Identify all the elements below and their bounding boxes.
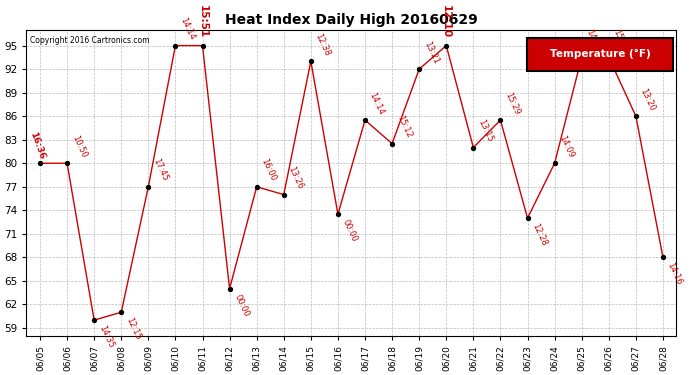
Point	[143, 184, 154, 190]
Point	[333, 211, 344, 217]
Point	[631, 113, 642, 119]
Point	[522, 215, 533, 221]
Point	[414, 66, 425, 72]
Point	[278, 192, 289, 198]
Text: 12:28: 12:28	[530, 222, 549, 248]
Text: 00:00: 00:00	[233, 292, 250, 318]
Text: 15:46: 15:46	[611, 28, 630, 53]
Point	[576, 54, 587, 60]
Point	[88, 317, 99, 323]
Text: 16:36: 16:36	[28, 131, 46, 161]
FancyBboxPatch shape	[527, 38, 673, 71]
Point	[359, 117, 371, 123]
Point	[170, 43, 181, 49]
Text: 13:20: 13:20	[638, 87, 657, 112]
Text: 14:09: 14:09	[558, 134, 575, 159]
Point	[197, 43, 208, 49]
Text: 14:14: 14:14	[178, 16, 197, 42]
Title: Heat Index Daily High 20160629: Heat Index Daily High 20160629	[225, 13, 478, 27]
Text: 12:10: 12:10	[442, 4, 451, 38]
Text: 00:00: 00:00	[341, 218, 359, 243]
Point	[116, 309, 127, 315]
Point	[441, 43, 452, 49]
Text: 14:35: 14:35	[97, 324, 115, 350]
Text: 14:14: 14:14	[368, 91, 386, 116]
Point	[495, 117, 506, 123]
Text: 14:16: 14:16	[666, 261, 684, 287]
Text: 13:26: 13:26	[286, 165, 305, 191]
Text: 10:50: 10:50	[70, 134, 88, 159]
Text: 15:29: 15:29	[503, 91, 522, 116]
Point	[34, 160, 46, 166]
Text: 17:45: 17:45	[151, 158, 169, 183]
Text: 14:08: 14:08	[584, 28, 602, 53]
Text: 16:00: 16:00	[259, 158, 277, 183]
Point	[549, 160, 560, 166]
Text: 13:21: 13:21	[422, 40, 440, 65]
Point	[224, 286, 235, 292]
Text: Copyright 2016 Cartronics.com: Copyright 2016 Cartronics.com	[30, 36, 149, 45]
Point	[603, 54, 614, 60]
Text: Temperature (°F): Temperature (°F)	[550, 50, 651, 59]
Text: 12:15: 12:15	[124, 316, 142, 342]
Text: 12:38: 12:38	[313, 32, 332, 57]
Point	[251, 184, 262, 190]
Text: 13:15: 13:15	[476, 118, 494, 144]
Point	[468, 144, 479, 150]
Point	[386, 141, 397, 147]
Text: 15:51: 15:51	[197, 4, 208, 38]
Text: 15:12: 15:12	[395, 114, 413, 140]
Point	[658, 254, 669, 260]
Point	[305, 58, 316, 64]
Point	[61, 160, 72, 166]
